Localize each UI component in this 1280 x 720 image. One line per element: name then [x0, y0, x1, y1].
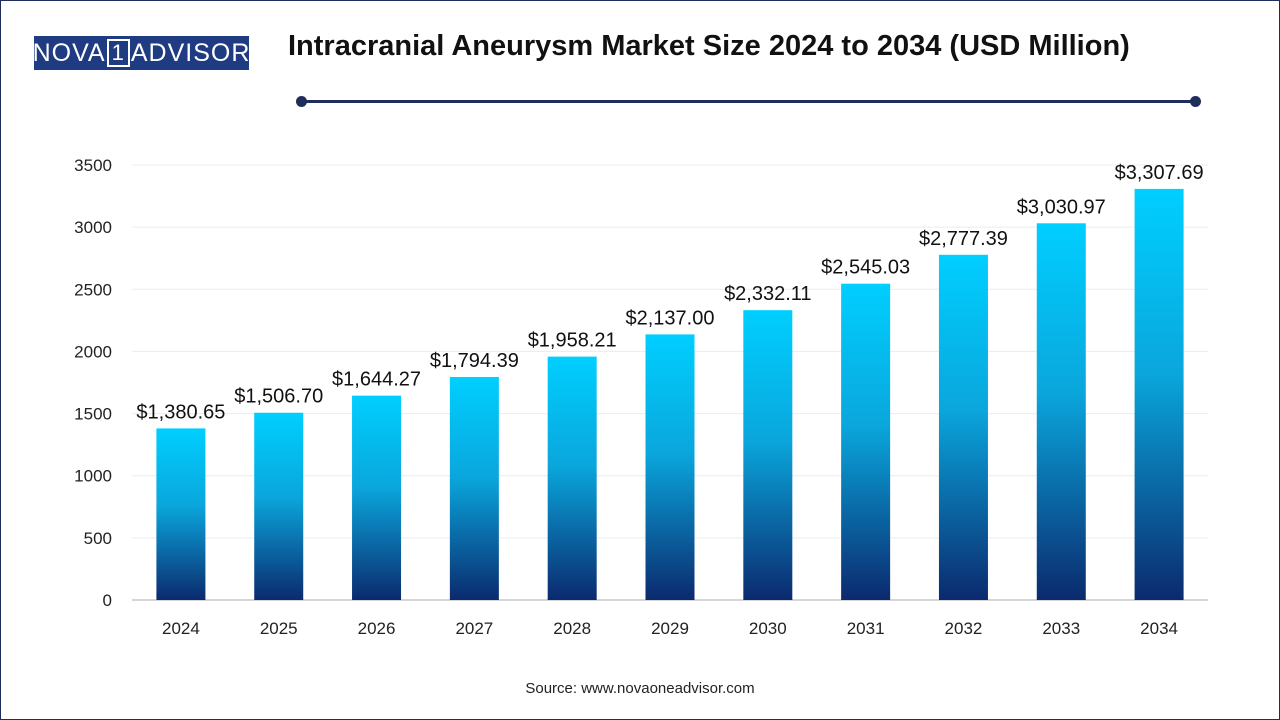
bar	[743, 310, 793, 600]
data-label: $3,030.97	[1017, 196, 1106, 218]
bar	[547, 356, 597, 600]
underline-left-dot	[296, 96, 307, 107]
x-tick-label: 2030	[749, 619, 787, 638]
x-tick-label: 2034	[1140, 619, 1178, 638]
chart-title: Intracranial Aneurysm Market Size 2024 t…	[288, 30, 1130, 62]
logo-text-nova: NOVA	[32, 38, 106, 67]
bar	[938, 254, 988, 600]
x-tick-label: 2032	[945, 619, 983, 638]
underline-right-dot	[1190, 96, 1201, 107]
y-tick-label: 1000	[74, 467, 112, 486]
bar	[449, 376, 499, 600]
data-label: $2,332.11	[724, 283, 812, 305]
y-tick-label: 2000	[74, 342, 112, 361]
data-label: $2,545.03	[821, 257, 910, 279]
data-label: $1,506.70	[234, 386, 323, 408]
bar	[645, 334, 695, 600]
brand-logo: NOVA 1 ADVISOR	[32, 36, 251, 70]
x-tick-label: 2027	[455, 619, 493, 638]
data-label: $1,644.27	[332, 369, 421, 391]
data-label: $3,307.69	[1115, 162, 1204, 184]
title-underline	[300, 100, 1196, 103]
x-tick-label: 2024	[162, 619, 200, 638]
data-label: $1,958.21	[528, 330, 617, 352]
y-tick-label: 0	[103, 591, 112, 610]
x-tick-label: 2033	[1042, 619, 1080, 638]
logo-text-one: 1	[106, 39, 130, 67]
x-tick-label: 2031	[847, 619, 885, 638]
bar	[352, 395, 402, 600]
x-tick-label: 2025	[260, 619, 298, 638]
y-tick-label: 1500	[74, 405, 112, 424]
bar	[156, 428, 206, 600]
y-tick-label: 3500	[74, 156, 112, 175]
y-tick-label: 500	[84, 529, 112, 548]
x-tick-label: 2026	[358, 619, 396, 638]
x-tick-label: 2029	[651, 619, 689, 638]
bar	[1036, 223, 1086, 600]
y-tick-label: 2500	[74, 280, 112, 299]
data-label: $2,137.00	[626, 307, 715, 329]
bar	[1134, 188, 1184, 601]
bar	[841, 283, 891, 600]
data-label: $1,380.65	[136, 401, 225, 423]
source-note: Source: www.novaoneadvisor.com	[525, 680, 755, 697]
data-label: $1,794.39	[430, 350, 519, 372]
bar	[254, 412, 304, 600]
y-tick-label: 3000	[74, 218, 112, 237]
x-tick-label: 2028	[553, 619, 591, 638]
logo-text-advisor: ADVISOR	[130, 38, 251, 67]
data-label: $2,777.39	[919, 228, 1008, 250]
